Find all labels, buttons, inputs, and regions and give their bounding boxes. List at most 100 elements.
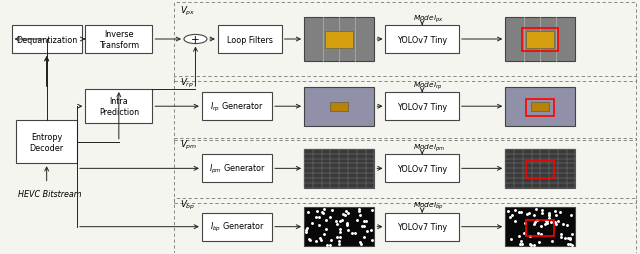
Point xyxy=(529,214,539,218)
Circle shape xyxy=(184,35,207,44)
FancyBboxPatch shape xyxy=(330,102,348,112)
Point xyxy=(514,210,524,214)
FancyBboxPatch shape xyxy=(325,32,353,49)
Text: HEVC Bitstream: HEVC Bitstream xyxy=(18,189,81,198)
Text: $\mathit{Model}_{px}$: $\mathit{Model}_{px}$ xyxy=(413,13,443,25)
FancyBboxPatch shape xyxy=(304,207,374,246)
Point xyxy=(551,213,561,217)
FancyBboxPatch shape xyxy=(385,155,459,183)
Point xyxy=(555,211,565,215)
Point xyxy=(301,228,312,232)
Point xyxy=(525,234,535,238)
Point xyxy=(524,211,534,215)
Point xyxy=(536,208,547,212)
Point xyxy=(556,232,566,236)
Point xyxy=(355,213,365,217)
Point xyxy=(509,219,520,224)
Point xyxy=(317,211,328,215)
Point xyxy=(304,237,314,241)
Text: $\mathit{Model}_{pm}$: $\mathit{Model}_{pm}$ xyxy=(413,142,445,153)
Point xyxy=(541,219,552,223)
Point xyxy=(305,238,315,242)
Point xyxy=(332,222,342,226)
Point xyxy=(563,236,573,240)
Point xyxy=(546,220,556,224)
Point xyxy=(335,227,345,231)
Point xyxy=(353,210,364,214)
Point xyxy=(334,239,344,243)
Point xyxy=(321,227,331,231)
Point xyxy=(544,214,554,218)
Point xyxy=(311,239,321,243)
Point xyxy=(515,242,525,246)
Point xyxy=(307,221,317,225)
FancyBboxPatch shape xyxy=(526,32,554,49)
FancyBboxPatch shape xyxy=(304,87,374,126)
Text: $I_{pm}$ Generator: $I_{pm}$ Generator xyxy=(209,162,266,175)
Point xyxy=(332,235,342,240)
Text: YOLOv7 Tiny: YOLOv7 Tiny xyxy=(397,222,447,231)
Point xyxy=(337,212,348,216)
Point xyxy=(335,234,345,239)
Point xyxy=(544,211,554,215)
FancyBboxPatch shape xyxy=(85,26,152,54)
Text: Intra
Prediction: Intra Prediction xyxy=(99,97,139,117)
FancyBboxPatch shape xyxy=(505,18,575,61)
Text: Loop Filters: Loop Filters xyxy=(227,35,273,44)
Point xyxy=(533,231,543,235)
FancyBboxPatch shape xyxy=(304,149,374,188)
Point xyxy=(360,219,371,224)
Point xyxy=(301,230,311,234)
Point xyxy=(536,211,547,215)
Point xyxy=(506,237,516,242)
Text: $V_{pm}$: $V_{pm}$ xyxy=(179,138,197,151)
Point xyxy=(340,213,350,217)
Point xyxy=(550,220,560,224)
Text: $\mathit{Model}_{rp}$: $\mathit{Model}_{rp}$ xyxy=(413,80,442,92)
Point xyxy=(359,219,369,223)
FancyBboxPatch shape xyxy=(17,121,77,164)
Point xyxy=(335,219,345,224)
FancyBboxPatch shape xyxy=(304,18,374,61)
Point xyxy=(367,238,377,242)
FancyBboxPatch shape xyxy=(505,149,575,188)
Point xyxy=(342,228,353,232)
Point xyxy=(515,239,525,243)
Point xyxy=(342,222,353,226)
Point xyxy=(325,243,335,247)
Point xyxy=(355,240,365,244)
Point xyxy=(567,243,577,247)
Point xyxy=(561,223,572,227)
Point xyxy=(556,235,566,240)
Point xyxy=(342,221,353,225)
Point xyxy=(522,213,532,217)
Point xyxy=(526,243,536,247)
Point xyxy=(319,207,329,211)
Point xyxy=(342,223,352,227)
FancyBboxPatch shape xyxy=(218,26,282,54)
Point xyxy=(335,230,345,234)
Point xyxy=(315,236,325,240)
Point xyxy=(566,213,576,217)
Point xyxy=(565,236,575,241)
Point xyxy=(544,213,554,217)
Point xyxy=(340,209,351,213)
Point xyxy=(503,209,513,213)
Point xyxy=(319,232,330,236)
Point xyxy=(553,219,563,223)
Text: $I_{bp}$ Generator: $I_{bp}$ Generator xyxy=(209,220,264,233)
Text: $V_{px}$: $V_{px}$ xyxy=(179,5,195,18)
Point xyxy=(325,215,335,219)
FancyBboxPatch shape xyxy=(202,93,272,121)
Point xyxy=(356,242,366,246)
Point xyxy=(525,242,535,246)
Point xyxy=(366,228,376,232)
Point xyxy=(353,218,363,222)
Point xyxy=(536,232,547,236)
Point xyxy=(347,231,357,235)
Point xyxy=(337,218,347,222)
Point xyxy=(563,242,573,246)
FancyBboxPatch shape xyxy=(385,213,459,241)
Point xyxy=(357,224,367,228)
Point xyxy=(343,211,353,215)
